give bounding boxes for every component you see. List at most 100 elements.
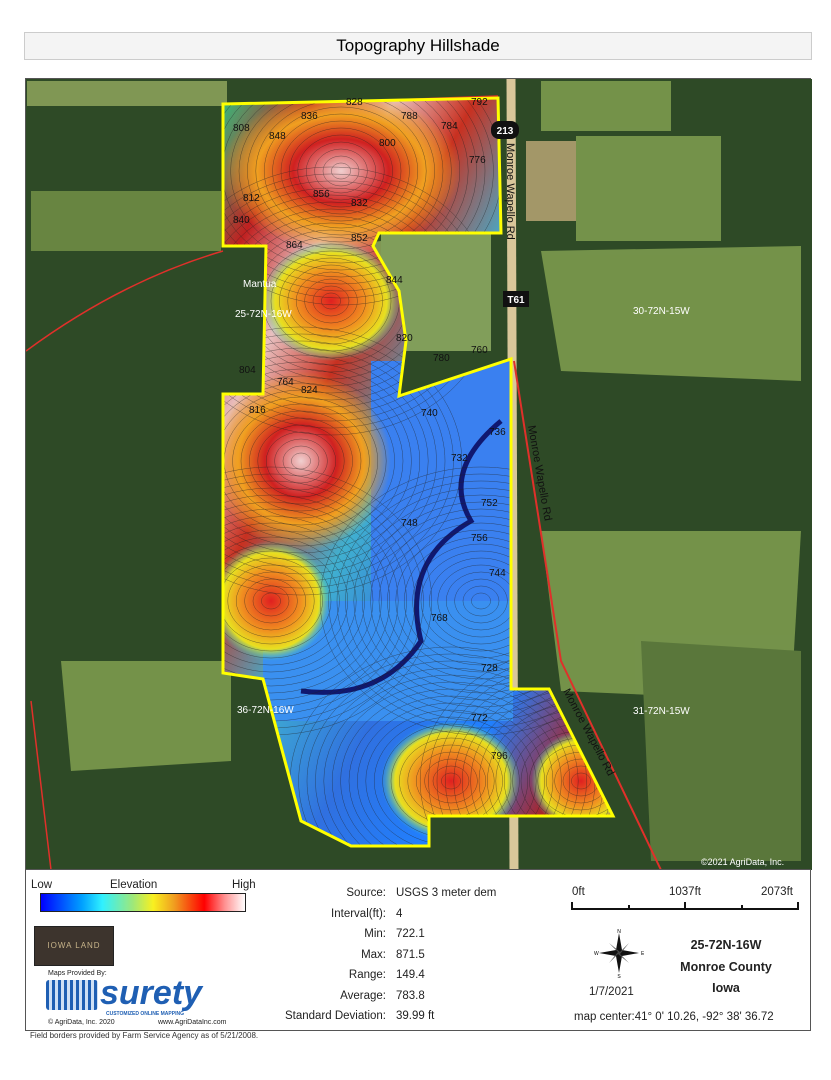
contour-line [244,578,298,624]
scale-label: 1037ft [669,886,701,898]
contour-line [415,751,487,811]
contour-label: 792 [471,97,488,108]
contour-label: 844 [386,275,403,286]
contour-line [357,702,545,846]
legend-title: Elevation [110,879,158,891]
contour-line [304,278,358,324]
contour-label: 852 [351,233,368,244]
stat-value: 39.99 ft [396,1010,435,1022]
stat-value: 722.1 [396,928,425,940]
svg-text:213: 213 [497,126,514,137]
stat-value: USGS 3 meter dem [396,887,497,899]
contour-line [223,98,461,271]
contour-line [223,508,382,694]
contour-line [238,98,444,257]
contour-line [227,564,315,638]
contour-line [223,529,357,673]
contour-line [336,480,613,722]
contour-line [297,134,385,208]
elevation-color-ramp [40,893,246,912]
contour-label: 728 [481,663,498,674]
map-view[interactable]: 808 848 836 828 792 788 784 776 800 812 840 856 832 8… [25,78,812,871]
surety-tagline: CUSTOMIZED ONLINE MAPPING [106,1011,184,1017]
stat-label: Source: [346,887,386,899]
location-section: 25-72N-16W [690,938,762,952]
contour-line [305,141,377,201]
svg-text:N: N [617,929,621,935]
contour-line [223,522,365,680]
contour-label: 856 [313,189,330,200]
contour-label: 820 [396,333,413,344]
contour-line [247,98,435,250]
label-section: 31-72N-15W [633,706,690,717]
contour-label: 748 [401,518,418,529]
contour-line [340,688,562,846]
contour-label: 804 [239,365,256,376]
contour-label: 836 [301,111,318,122]
contour-line [223,368,412,554]
contour-label: 848 [269,131,286,142]
contour-line [291,452,311,470]
compass-rose-icon: N S E W [594,929,644,978]
field-patches [27,81,801,861]
stat-value: 783.8 [396,989,425,1002]
highway-shield-213: 213 [491,121,519,139]
contour-line [424,758,478,804]
maps-provided-label: Maps Provided By: [48,970,107,977]
contour-line [331,162,351,180]
creek [300,419,503,695]
contour-label: 764 [277,377,294,388]
contour-label: 828 [346,97,363,108]
stat-value: 4 [396,907,403,920]
contour-label: 760 [471,345,488,356]
surety-globe-logo [46,980,98,1010]
contour-line [315,667,587,846]
contour-line [462,585,500,617]
contour-line [441,772,461,790]
contour-line [312,285,350,317]
contour-line [252,585,290,617]
stat-label: Standard Deviation: [284,1010,386,1022]
iowa-land-logo: IOWA LAND [34,926,114,966]
page-title: Topography Hillshade [24,32,812,60]
contour-line [223,340,446,582]
stat-label: Interval(ft): [331,907,386,920]
legend-high: High [232,879,256,891]
contour-line [571,772,591,790]
surety-logo: surety [100,974,203,1012]
label-section: 25-72N-16W [235,309,292,320]
contour-line [261,592,281,610]
contour-line [223,98,486,292]
field-borders-note: Field borders provided by Farm Service A… [30,1031,259,1040]
contour-line [235,571,307,631]
map-center: map center:41° 0' 10.26, -92° 38' 36.72 [574,1011,774,1023]
contour-line [289,127,393,215]
contour-line [223,543,340,659]
agridata-website[interactable]: www.AgriDataInc.com [158,1019,227,1026]
contour-line [223,98,469,278]
stat-value: 871.5 [396,948,425,961]
contour-line [432,765,470,797]
contour-label: 840 [233,215,250,226]
map-date: 1/7/2021 [589,986,634,998]
contour-line [280,120,402,222]
scale-label: 2073ft [761,886,793,898]
contour-label: 736 [489,427,506,438]
contour-line [223,557,323,645]
highway-shield-t61: T61 [503,291,529,307]
label-section: 30-72N-15W [633,306,690,317]
contour-line [282,445,320,477]
contour-label: 740 [421,408,438,419]
map-legend: Low Elevation High IOWA LAND Maps Provid… [25,869,811,1031]
contour-label: 816 [249,405,266,416]
location-county: Monroe County [680,960,772,974]
contour-label: 772 [471,713,488,724]
contour-label: 744 [489,568,506,579]
contour-line [454,578,508,624]
contour-line [328,473,613,729]
contour-label: 732 [451,453,468,464]
contour-line [274,438,328,484]
scale-bar [571,902,799,910]
contour-label: 780 [433,353,450,364]
contour-line [223,382,395,540]
